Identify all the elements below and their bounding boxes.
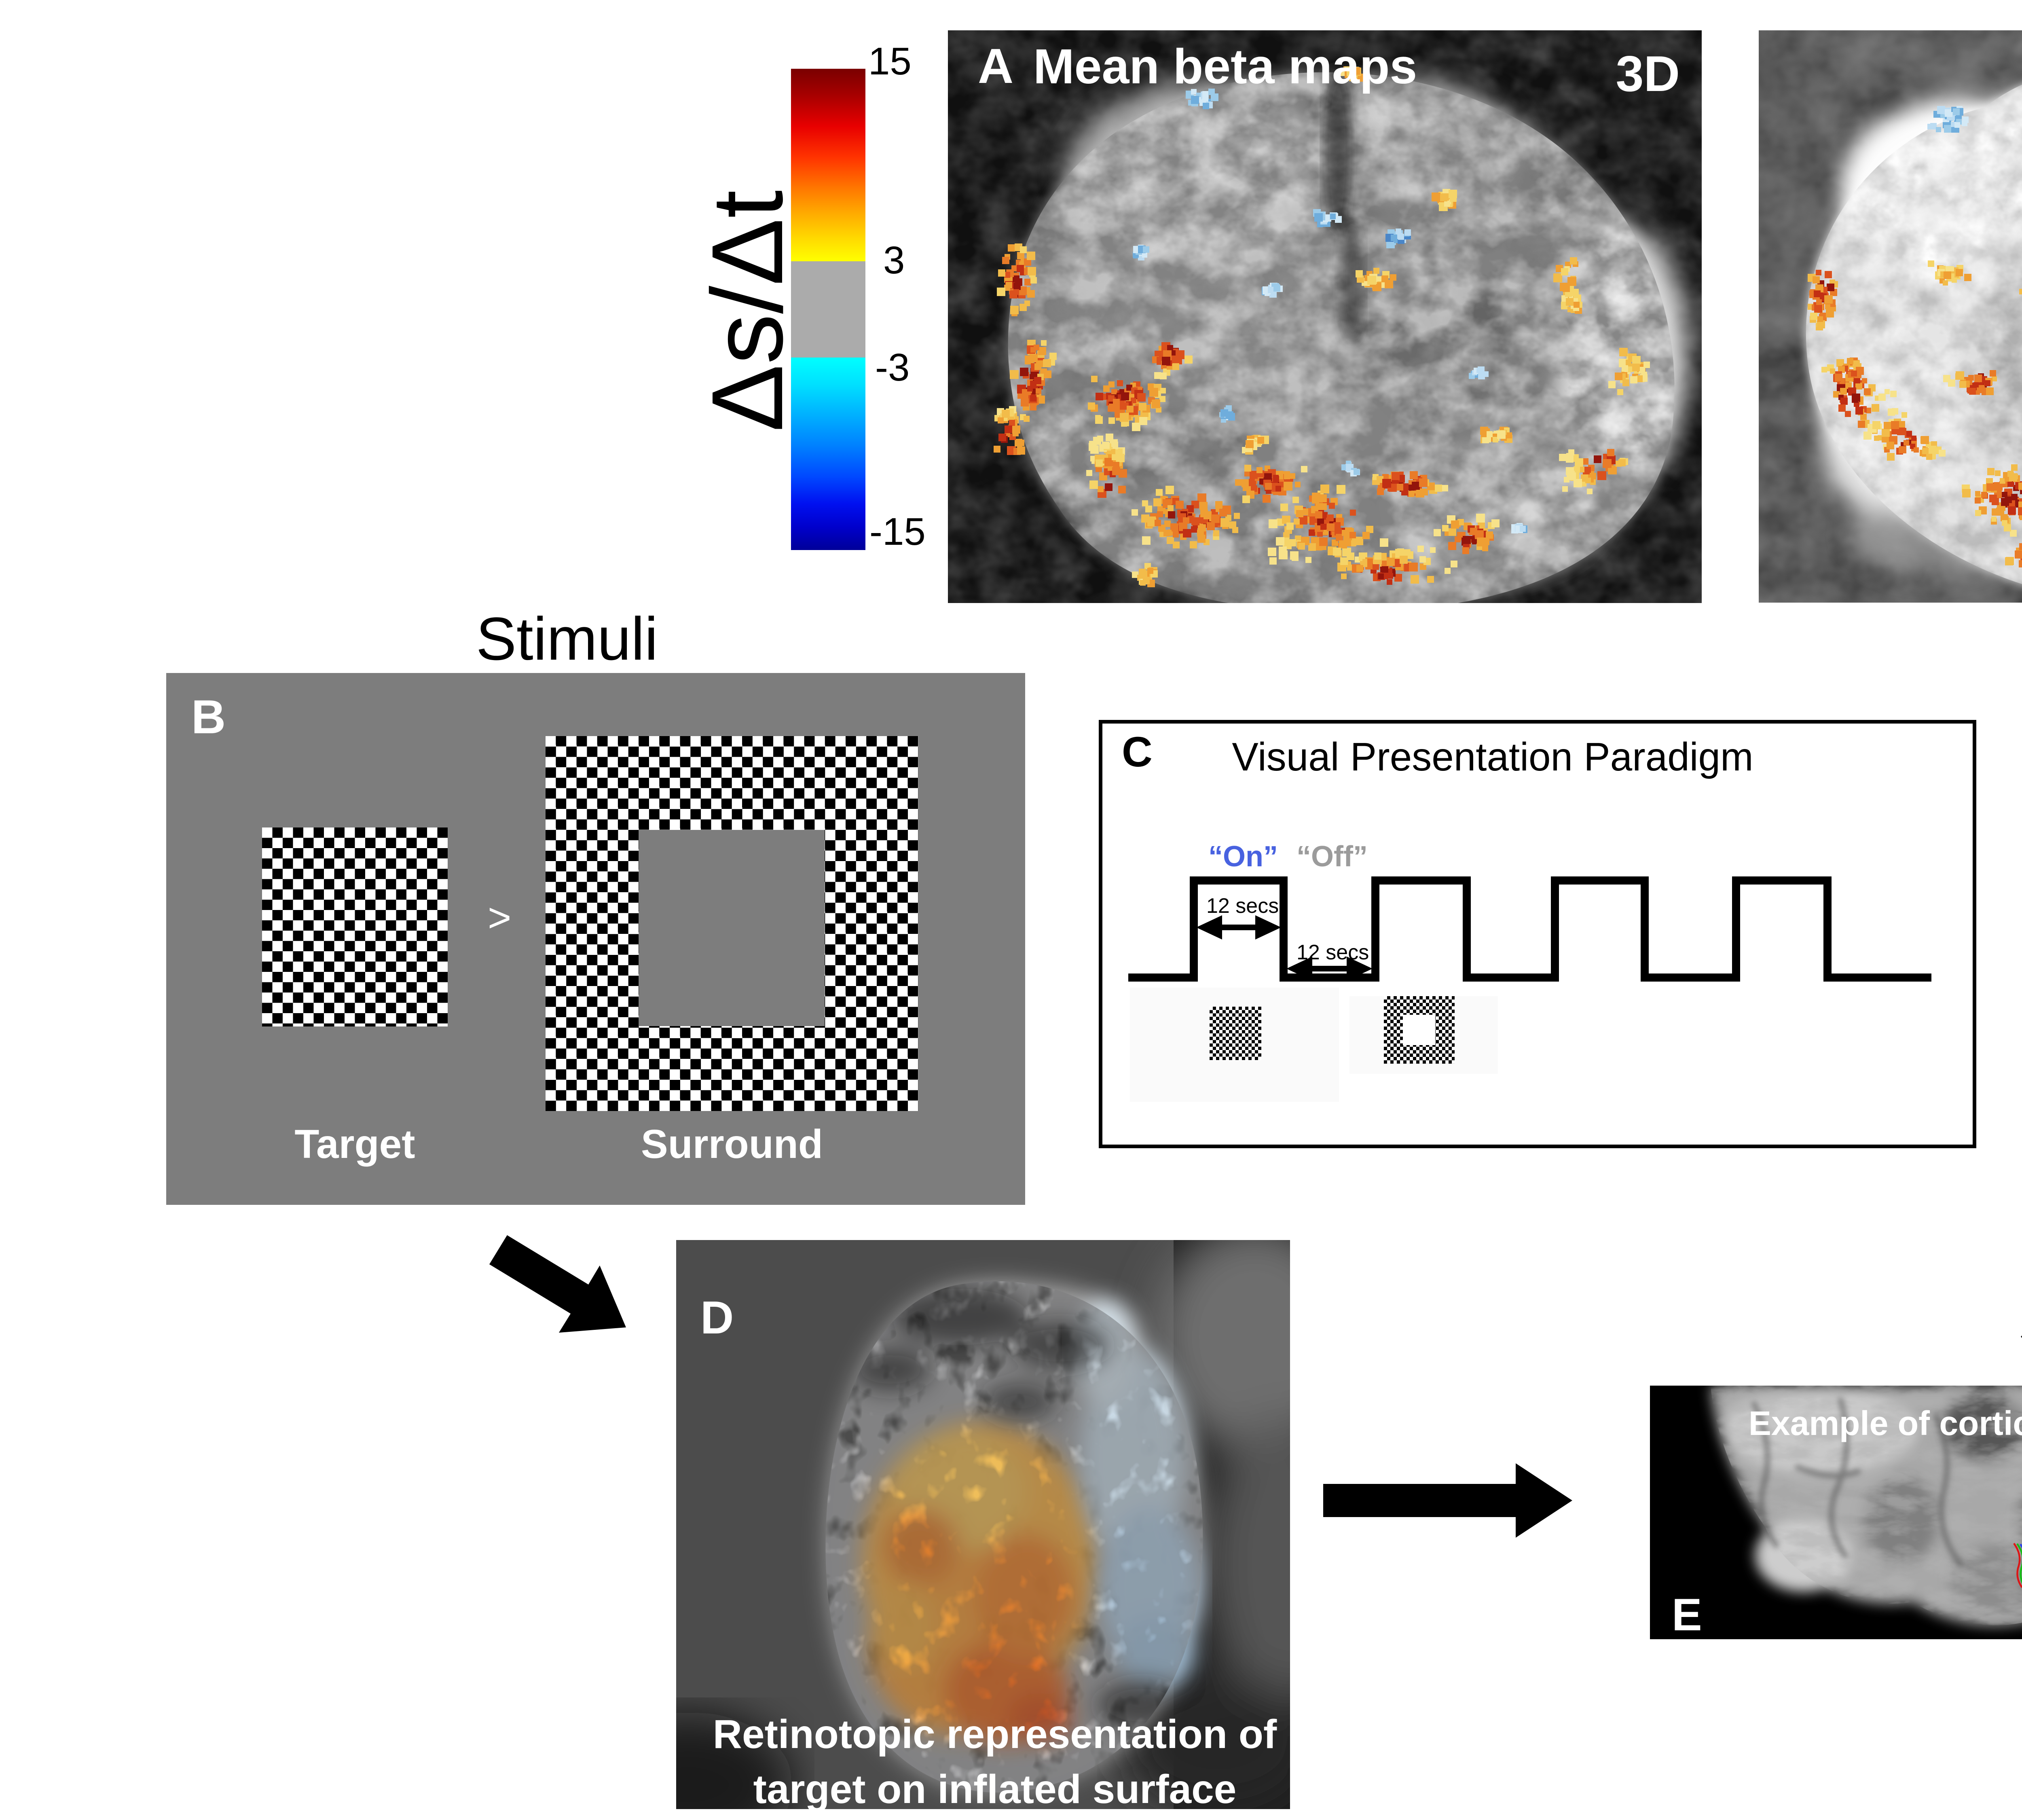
svg-text:Example of cortical depths on: Example of cortical depths on T1 xyxy=(1749,1404,2022,1442)
svg-text:Retinotopic representation of: Retinotopic representation of xyxy=(713,1712,1277,1757)
svg-text:Mean beta maps: Mean beta maps xyxy=(1033,39,1417,94)
svg-text:A: A xyxy=(978,38,1013,93)
svg-text:E: E xyxy=(1672,1589,1702,1639)
svg-text:3D: 3D xyxy=(1616,46,1680,102)
svg-text:target on inflated surface: target on inflated surface xyxy=(753,1767,1237,1809)
svg-text:D: D xyxy=(700,1292,734,1344)
